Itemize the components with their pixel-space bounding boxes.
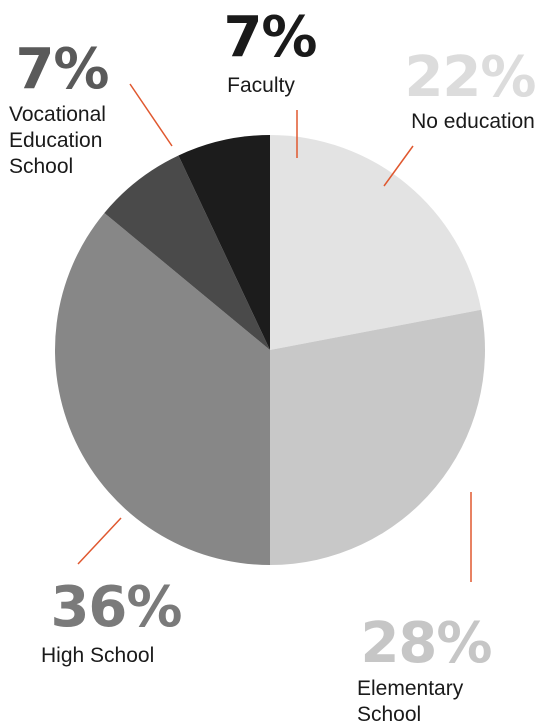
percent-label-faculty: 7%	[223, 5, 316, 70]
pie-slice-faculty	[178, 135, 270, 350]
category-label-no-education: No education	[411, 110, 535, 133]
leader-line-vocational-education-school	[129, 83, 173, 147]
category-label-vocational-education-school: Vocational Education School	[9, 103, 106, 178]
category-label-line: No education	[411, 110, 535, 133]
category-label-line: School	[9, 155, 73, 178]
percent-label-vocational-education-school: 7%	[15, 37, 108, 102]
category-label-line: High School	[41, 644, 154, 667]
leader-line-high-school	[77, 517, 122, 565]
pie-slice-no-education	[270, 135, 482, 350]
category-label-elementary-school: Elementary School	[357, 677, 464, 722]
category-label-line: Elementary	[357, 677, 464, 700]
category-label-line: Education	[9, 129, 102, 152]
leader-line-no-education	[383, 145, 414, 187]
category-label-faculty: Faculty	[227, 74, 295, 97]
category-label-line: Vocational	[9, 103, 106, 126]
percent-label-no-education: 22%	[404, 45, 535, 110]
pie-slice-elementary-school	[270, 309, 486, 565]
pie-slice-vocational-education-school	[104, 155, 270, 350]
category-label-high-school: High School	[41, 644, 154, 667]
percent-label-high-school: 36%	[50, 575, 181, 640]
category-label-line: School	[357, 703, 421, 722]
pie-slice-high-school	[54, 212, 271, 565]
percent-label-elementary-school: 28%	[360, 611, 491, 676]
category-label-line: Faculty	[227, 74, 295, 97]
